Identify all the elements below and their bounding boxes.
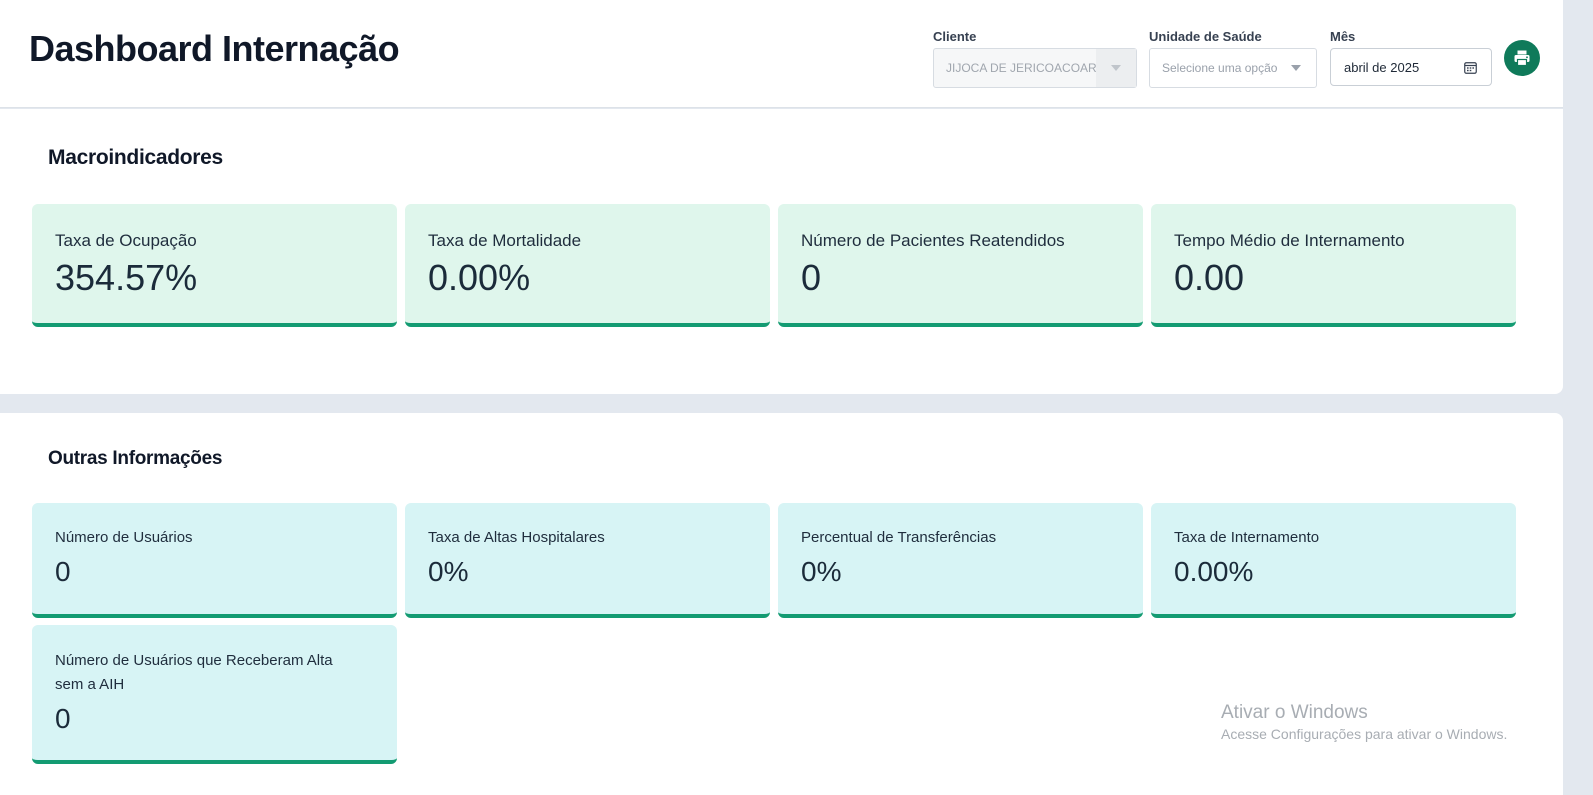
card-pacientes-reatendidos: Número de Pacientes Reatendidos 0: [778, 204, 1143, 327]
card-taxa-mortalidade: Taxa de Mortalidade 0.00%: [405, 204, 770, 327]
mes-label: Mês: [1330, 29, 1356, 44]
page-title: Dashboard Internação: [29, 28, 400, 69]
month-picker-value: abril de 2025: [1344, 59, 1420, 75]
card-label: Número de Usuários: [55, 529, 193, 546]
card-label: Taxa de Altas Hospitalares: [428, 529, 605, 546]
card-label: Número de Pacientes Reatendidos: [801, 231, 1065, 250]
watermark-subtitle: Acesse Configurações para ativar o Windo…: [1221, 726, 1508, 742]
chevron-down-icon: [1096, 49, 1136, 87]
cliente-select[interactable]: JIJOCA DE JERICOACOARA: [933, 48, 1137, 88]
card-usuarios-alta-sem-aih: Número de Usuários que Receberam Alta se…: [32, 625, 397, 764]
card-value: 0: [55, 703, 71, 734]
card-value: 0.00: [1174, 257, 1245, 298]
print-button[interactable]: [1504, 40, 1540, 76]
unidade-select[interactable]: Selecione uma opção: [1149, 48, 1317, 88]
card-label: Taxa de Mortalidade: [428, 231, 582, 250]
card-value: 0: [55, 556, 71, 587]
card-value: 0: [801, 257, 822, 298]
month-picker-input[interactable]: abril de 2025: [1330, 48, 1492, 86]
card-value: 0%: [801, 556, 842, 587]
unidade-filter: Unidade de Saúde Selecione uma opção: [1149, 29, 1317, 88]
page-header: Dashboard Internação Cliente JIJOCA DE J…: [0, 0, 1563, 108]
unidade-select-placeholder: Selecione uma opção: [1162, 61, 1278, 75]
card-label: Percentual de Transferências: [801, 529, 997, 546]
unidade-label: Unidade de Saúde: [1149, 29, 1262, 44]
card-percentual-transferencias: Percentual de Transferências 0%: [778, 503, 1143, 618]
card-value: 0.00%: [428, 257, 531, 298]
card-label: Taxa de Internamento: [1174, 529, 1320, 546]
outras-informacoes-panel: Outras Informações Número de Usuários 0 …: [0, 413, 1563, 795]
cliente-label: Cliente: [933, 29, 977, 44]
card-taxa-altas-hospitalares: Taxa de Altas Hospitalares 0%: [405, 503, 770, 618]
section-title-outras-informacoes: Outras Informações: [48, 448, 223, 469]
card-value: 354.57%: [55, 257, 198, 298]
card-label: Tempo Médio de Internamento: [1174, 231, 1405, 250]
card-value: 0.00%: [1174, 556, 1254, 587]
windows-activation-watermark: Ativar o Windows Acesse Configurações pa…: [1221, 702, 1507, 742]
card-taxa-ocupacao: Taxa de Ocupação 354.57%: [32, 204, 397, 327]
card-value: 0%: [428, 556, 469, 587]
macroindicadores-panel: Macroindicadores Taxa de Ocupação 354.57…: [0, 109, 1563, 394]
cliente-select-value: JIJOCA DE JERICOACOARA: [946, 61, 1105, 75]
section-title-macroindicadores: Macroindicadores: [48, 146, 223, 169]
chevron-down-icon: [1276, 49, 1316, 87]
card-numero-usuarios: Número de Usuários 0: [32, 503, 397, 618]
card-label: Número de Usuários que Receberam Alta se…: [55, 652, 333, 693]
calendar-icon[interactable]: [1464, 61, 1477, 74]
watermark-title: Ativar o Windows: [1221, 702, 1368, 723]
card-label: Taxa de Ocupação: [55, 231, 197, 250]
printer-icon: [1514, 50, 1530, 67]
card-taxa-internamento: Taxa de Internamento 0.00%: [1151, 503, 1516, 618]
cliente-filter: Cliente JIJOCA DE JERICOACOARA: [933, 29, 1137, 88]
mes-filter: Mês abril de 2025: [1330, 29, 1492, 86]
card-tempo-medio-internamento: Tempo Médio de Internamento 0.00: [1151, 204, 1516, 327]
